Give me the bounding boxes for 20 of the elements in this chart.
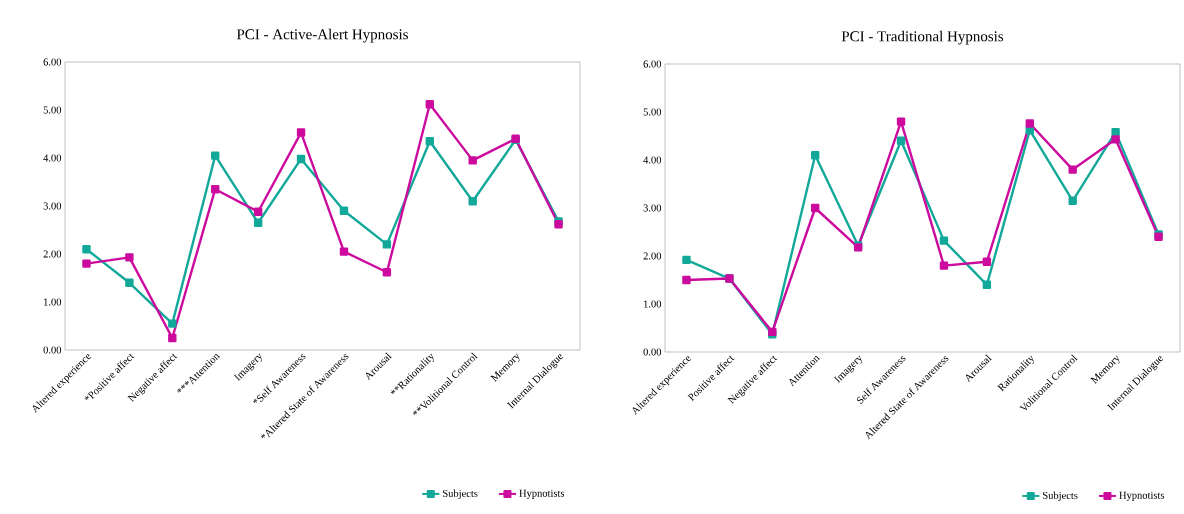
y-tick-label: 4.00: [43, 154, 62, 162]
legend-label: Subjects: [1043, 491, 1078, 502]
y-tick-label: 2.00: [43, 250, 62, 258]
y-tick-label: 4.00: [643, 156, 662, 164]
y-tick-label: 3.00: [643, 204, 662, 212]
y-tick-label: 6.00: [43, 58, 62, 66]
y-tick-label: 6.00: [643, 60, 662, 68]
y-tick-label: 5.00: [43, 106, 62, 114]
y-tick-label: 1.00: [644, 300, 662, 308]
legend-label: Hypnotists: [1119, 491, 1165, 501]
y-tick-label: 0.00: [643, 348, 662, 356]
y-tick-label: 0.00: [43, 346, 62, 354]
y-tick-label: 2.00: [643, 252, 662, 260]
chart-title: PCI - Active-Alert Hypnosis: [236, 28, 408, 43]
y-tick-label: 5.00: [643, 108, 662, 116]
y-tick-label: 3.00: [43, 202, 62, 210]
legend-label: Subjects: [443, 489, 478, 500]
legend-label: Hypnotists: [519, 489, 565, 499]
y-tick-label: 1.00: [44, 298, 62, 306]
chart-title: PCI - Traditional Hypnosis: [841, 30, 1004, 45]
